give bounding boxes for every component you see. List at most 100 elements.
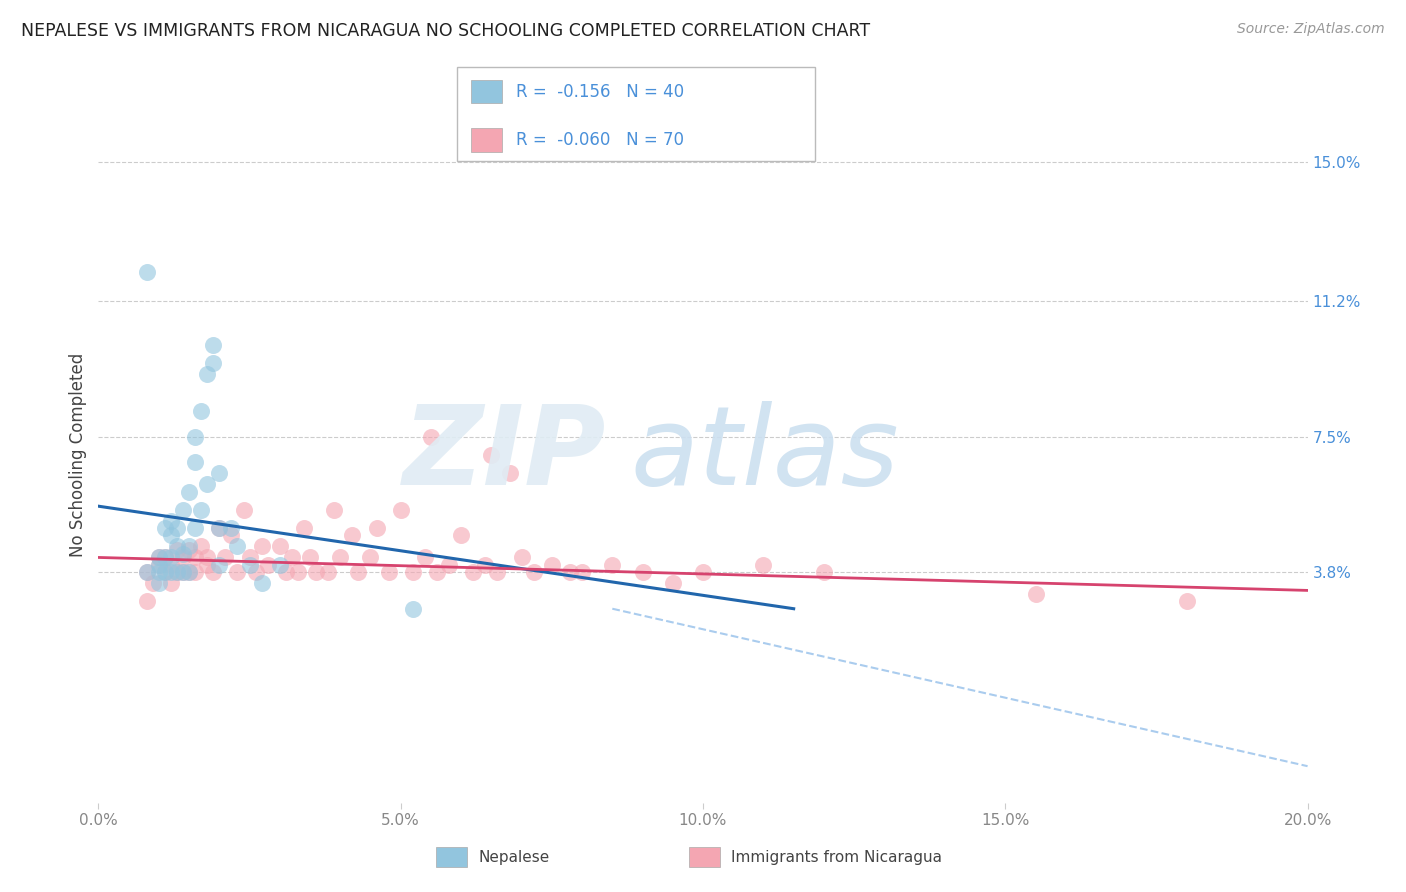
Point [195, 558, 218, 572]
Point [166, 543, 188, 558]
Point [153, 565, 176, 579]
Point [148, 550, 170, 565]
Point [166, 540, 188, 554]
Point [250, 576, 273, 591]
Text: Immigrants from Nicaragua: Immigrants from Nicaragua [731, 850, 942, 864]
Point [274, 565, 297, 579]
Point [287, 565, 309, 579]
Point [160, 558, 183, 572]
Point [1024, 587, 1046, 601]
Point [202, 565, 225, 579]
Point [486, 565, 509, 579]
Point [148, 565, 170, 579]
Point [226, 565, 249, 579]
Text: Source: ZipAtlas.com: Source: ZipAtlas.com [1237, 22, 1385, 37]
Point [571, 565, 593, 579]
Point [239, 558, 262, 572]
Point [148, 550, 170, 565]
Point [221, 528, 243, 542]
Text: atlas: atlas [630, 401, 898, 508]
Point [208, 467, 231, 481]
Point [184, 455, 207, 469]
Point [245, 565, 267, 579]
Point [172, 565, 194, 579]
Point [402, 601, 425, 615]
Point [360, 550, 382, 565]
Point [195, 368, 218, 382]
Point [190, 503, 212, 517]
Text: NEPALESE VS IMMIGRANTS FROM NICARAGUA NO SCHOOLING COMPLETED CORRELATION CHART: NEPALESE VS IMMIGRANTS FROM NICARAGUA NO… [21, 22, 870, 40]
Point [523, 565, 546, 579]
Text: R =  -0.060   N = 70: R = -0.060 N = 70 [516, 131, 683, 149]
Point [166, 565, 188, 579]
Point [208, 521, 231, 535]
Point [389, 503, 412, 517]
Point [661, 576, 683, 591]
Point [153, 550, 176, 565]
Point [437, 558, 460, 572]
Point [232, 503, 254, 517]
Point [135, 565, 157, 579]
Point [153, 565, 176, 579]
Point [221, 521, 243, 535]
Point [148, 576, 170, 591]
Point [153, 521, 176, 535]
Point [184, 565, 207, 579]
Point [558, 565, 581, 579]
Point [172, 550, 194, 565]
Point [752, 558, 775, 572]
Point [323, 503, 346, 517]
Point [195, 550, 218, 565]
Point [510, 550, 533, 565]
Point [160, 565, 183, 579]
Y-axis label: No Schooling Completed: No Schooling Completed [69, 353, 87, 557]
Point [420, 429, 443, 443]
Point [179, 565, 201, 579]
Point [135, 565, 157, 579]
Point [135, 265, 157, 279]
Point [463, 565, 485, 579]
Point [316, 565, 339, 579]
Point [631, 565, 654, 579]
Point [256, 558, 278, 572]
Point [172, 503, 194, 517]
Point [160, 514, 183, 528]
Point [179, 540, 201, 554]
Point [450, 528, 472, 542]
Point [184, 429, 207, 443]
Point [202, 356, 225, 370]
Point [299, 550, 322, 565]
Point [692, 565, 714, 579]
Point [172, 547, 194, 561]
Point [190, 404, 212, 418]
Point [214, 550, 236, 565]
Point [813, 565, 835, 579]
Point [366, 521, 388, 535]
Point [135, 594, 157, 608]
Point [190, 540, 212, 554]
Text: R =  -0.156   N = 40: R = -0.156 N = 40 [516, 83, 685, 101]
Point [402, 565, 425, 579]
Point [166, 521, 188, 535]
Point [184, 521, 207, 535]
Point [195, 477, 218, 491]
Point [250, 540, 273, 554]
Point [148, 558, 170, 572]
Point [142, 576, 165, 591]
Point [474, 558, 496, 572]
Point [481, 448, 503, 462]
Point [498, 467, 520, 481]
Point [426, 565, 449, 579]
Point [184, 550, 207, 565]
Point [226, 540, 249, 554]
Point [413, 550, 436, 565]
Point [377, 565, 399, 579]
Point [160, 576, 183, 591]
Point [342, 528, 364, 542]
Point [148, 558, 170, 572]
Point [329, 550, 352, 565]
Point [179, 565, 201, 579]
Point [208, 521, 231, 535]
Point [179, 543, 201, 558]
Point [160, 550, 183, 565]
